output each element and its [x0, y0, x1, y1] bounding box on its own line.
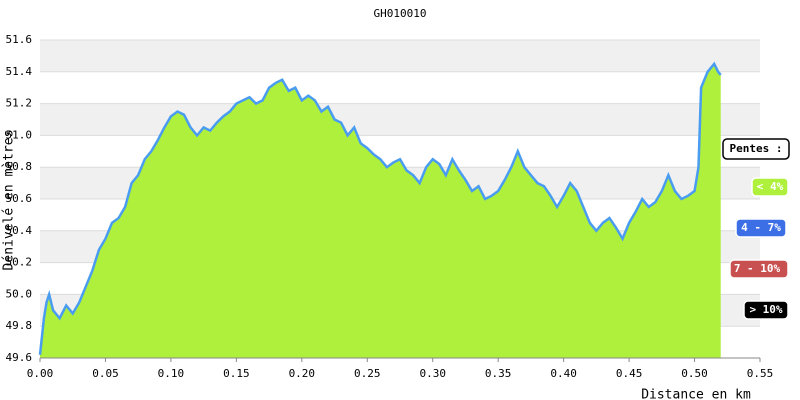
x-tick-label: 0.45 — [616, 367, 643, 380]
x-tick-label: 0.35 — [485, 367, 512, 380]
legend-swatch — [751, 177, 789, 197]
y-tick-label: 49.8 — [6, 319, 33, 332]
x-tick-label: 0.30 — [419, 367, 446, 380]
x-axis-label: Distance en km — [641, 388, 751, 400]
y-tick-label: 51.2 — [6, 97, 33, 110]
y-tick-label: 50.0 — [6, 287, 33, 300]
legend-title-text: Pentes : — [730, 142, 783, 155]
legend-title-box — [722, 138, 790, 160]
y-tick-label: 50.2 — [6, 256, 33, 269]
y-tick-label: 51.0 — [6, 128, 33, 141]
x-tick-label: 0.50 — [681, 367, 708, 380]
chart-title: GH010010 — [374, 7, 427, 20]
y-tick-label: 50.6 — [6, 192, 33, 205]
y-tick-label: 51.4 — [6, 65, 33, 78]
y-tick-label: 50.4 — [6, 224, 33, 237]
y-tick-label: 49.6 — [6, 351, 33, 364]
legend-title: Pentes : — [722, 138, 790, 160]
y-tick-label: 51.6 — [6, 33, 33, 46]
grid-band — [40, 71, 760, 104]
x-tick-label: 0.20 — [289, 367, 316, 380]
elevation-area — [40, 63, 721, 358]
y-tick-label: 50.8 — [6, 160, 33, 173]
x-tick-label: 0.00 — [27, 367, 54, 380]
grid-band — [40, 40, 760, 72]
x-tick-label: 0.05 — [92, 367, 119, 380]
x-tick-label: 0.10 — [158, 367, 185, 380]
y-axis-label: Dénivelé en mètres — [2, 130, 17, 271]
x-tick-label: 0.55 — [747, 367, 774, 380]
x-tick-label: 0.40 — [550, 367, 577, 380]
legend-swatch — [735, 218, 787, 238]
legend-label: 7 - 10% — [734, 262, 781, 275]
legend-label: > 10% — [749, 303, 782, 316]
legend-label: 4 - 7% — [741, 221, 781, 234]
legend-swatch — [743, 300, 789, 320]
elevation-line — [38, 61, 722, 355]
legend-swatch — [729, 259, 789, 279]
legend-label: < 4% — [757, 180, 784, 193]
x-tick-label: 0.15 — [223, 367, 250, 380]
grid-band — [40, 103, 760, 136]
x-tick-label: 0.25 — [354, 367, 381, 380]
